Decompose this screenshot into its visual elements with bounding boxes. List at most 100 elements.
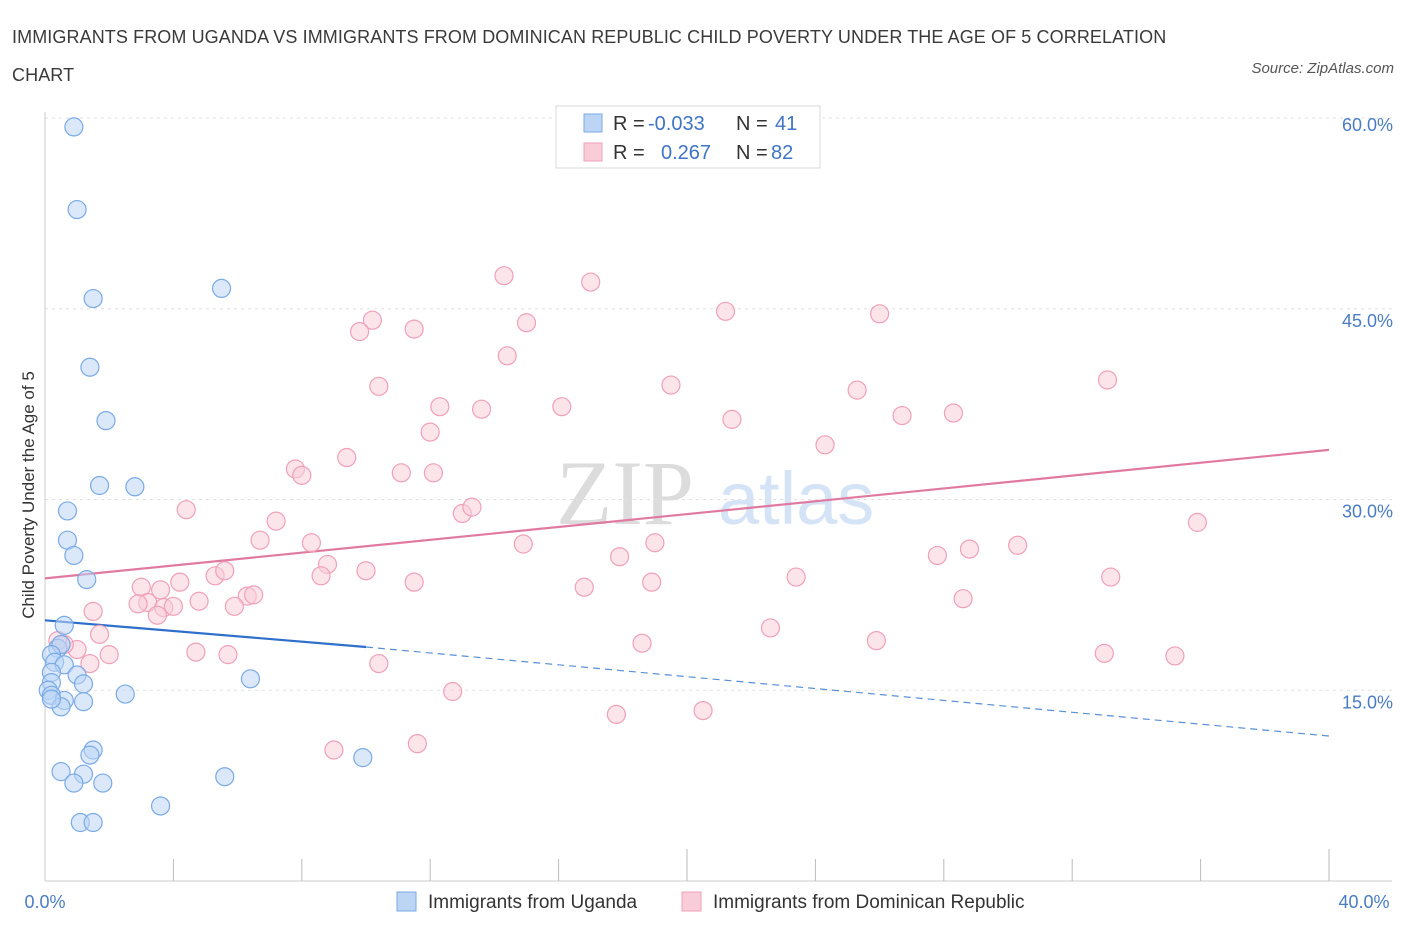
point-dominican	[163, 596, 183, 616]
point-dominican	[760, 618, 781, 638]
x-tick-label-min: 0.0%	[24, 892, 65, 912]
legend-box: R = -0.033 N = 41 R = 0.267 N = 82	[555, 105, 821, 169]
point-dominican	[552, 397, 572, 417]
legend-n-value-uganda: 41	[775, 113, 797, 135]
point-uganda	[93, 773, 113, 793]
point-uganda	[54, 615, 74, 635]
legend-n-value-dominican: 82	[771, 142, 793, 164]
point-dominican	[606, 704, 626, 725]
point-dominican	[497, 346, 517, 366]
bottom-legend-swatch-dominican	[681, 891, 702, 912]
point-uganda	[215, 767, 235, 787]
axes	[44, 112, 1392, 882]
point-uganda	[115, 684, 135, 704]
y-tick-label-30: 30.0%	[1342, 502, 1393, 522]
point-uganda	[64, 545, 84, 566]
point-dominican	[215, 561, 235, 581]
point-dominican	[99, 645, 119, 665]
point-dominican	[869, 304, 890, 324]
point-uganda	[125, 477, 145, 497]
data-points	[38, 117, 1207, 833]
point-dominican	[815, 435, 835, 455]
point-dominican	[404, 319, 424, 339]
point-uganda	[41, 689, 62, 709]
point-dominican	[516, 313, 537, 333]
point-dominican	[244, 585, 264, 605]
point-dominican	[266, 511, 286, 531]
point-dominican	[866, 631, 886, 651]
point-dominican	[404, 572, 424, 592]
point-uganda	[96, 411, 116, 431]
point-dominican	[420, 422, 440, 442]
point-dominican	[147, 605, 167, 625]
point-dominican	[959, 539, 980, 559]
point-dominican	[642, 572, 662, 592]
point-dominican	[337, 447, 357, 468]
point-dominican	[83, 601, 103, 622]
bottom-legend-swatch-uganda	[396, 891, 417, 912]
point-dominican	[609, 547, 630, 567]
legend-r-value-dominican: 0.267	[661, 142, 711, 164]
point-uganda	[51, 762, 71, 782]
bottom-legend-label-dominican: Immigrants from Dominican Republic	[713, 892, 1025, 913]
point-uganda	[77, 570, 97, 590]
point-dominican	[847, 380, 867, 400]
point-dominican	[189, 591, 209, 611]
point-dominican	[391, 463, 411, 483]
point-dominican	[693, 700, 713, 721]
y-tick-label-60: 60.0%	[1342, 115, 1393, 135]
point-dominican	[301, 533, 322, 553]
legend-n-label-dominican: N =	[736, 142, 768, 164]
legend-r-label-uganda: R =	[613, 113, 645, 135]
legend-swatch-uganda	[583, 113, 603, 133]
point-dominican	[1101, 567, 1121, 587]
point-dominican	[494, 266, 514, 286]
point-dominican	[356, 561, 376, 581]
y-axis-label: Child Poverty Under the Age of 5	[19, 371, 38, 619]
point-dominican	[581, 272, 601, 292]
point-uganda	[80, 745, 100, 765]
watermark-zip: ZIP	[556, 442, 694, 544]
point-dominican	[661, 375, 681, 395]
point-dominican	[1094, 643, 1114, 663]
point-uganda	[64, 117, 84, 137]
y-tick-label-15: 15.0%	[1342, 692, 1393, 712]
legend-r-value-uganda: -0.033	[648, 113, 705, 135]
point-uganda	[67, 199, 87, 220]
point-dominican	[324, 740, 344, 760]
point-uganda	[211, 278, 232, 299]
point-dominican	[128, 594, 148, 614]
chart-title: IMMIGRANTS FROM UGANDA VS IMMIGRANTS FRO…	[12, 27, 1167, 85]
point-dominican	[423, 463, 444, 483]
point-uganda	[73, 674, 94, 694]
point-dominican	[89, 624, 110, 644]
trend-line-dominican	[44, 448, 1330, 580]
legend-n-label-uganda: N =	[736, 113, 768, 135]
point-dominican	[1187, 512, 1207, 532]
point-dominican	[250, 530, 270, 550]
point-dominican	[513, 534, 533, 554]
point-dominican	[722, 409, 742, 429]
point-dominican	[953, 589, 973, 609]
point-dominican	[407, 734, 427, 754]
point-uganda	[83, 288, 103, 309]
point-dominican	[369, 376, 389, 396]
point-dominican	[218, 645, 238, 665]
point-uganda	[64, 773, 84, 793]
point-dominican	[224, 596, 244, 616]
point-dominican	[1008, 535, 1028, 555]
trend-line-uganda-extension	[365, 646, 1330, 737]
point-dominican	[443, 681, 463, 702]
point-dominican	[943, 403, 964, 423]
point-dominican	[645, 533, 665, 553]
point-dominican	[632, 633, 652, 653]
bottom-legend-label-uganda: Immigrants from Uganda	[428, 892, 638, 913]
point-dominican	[927, 545, 947, 566]
bottom-legend: Immigrants from Uganda Immigrants from D…	[396, 891, 1025, 913]
point-dominican	[574, 577, 594, 597]
point-dominican	[170, 572, 190, 592]
point-dominican	[1097, 370, 1118, 390]
point-uganda	[73, 692, 94, 712]
x-tick-label-max: 40.0%	[1338, 892, 1389, 912]
